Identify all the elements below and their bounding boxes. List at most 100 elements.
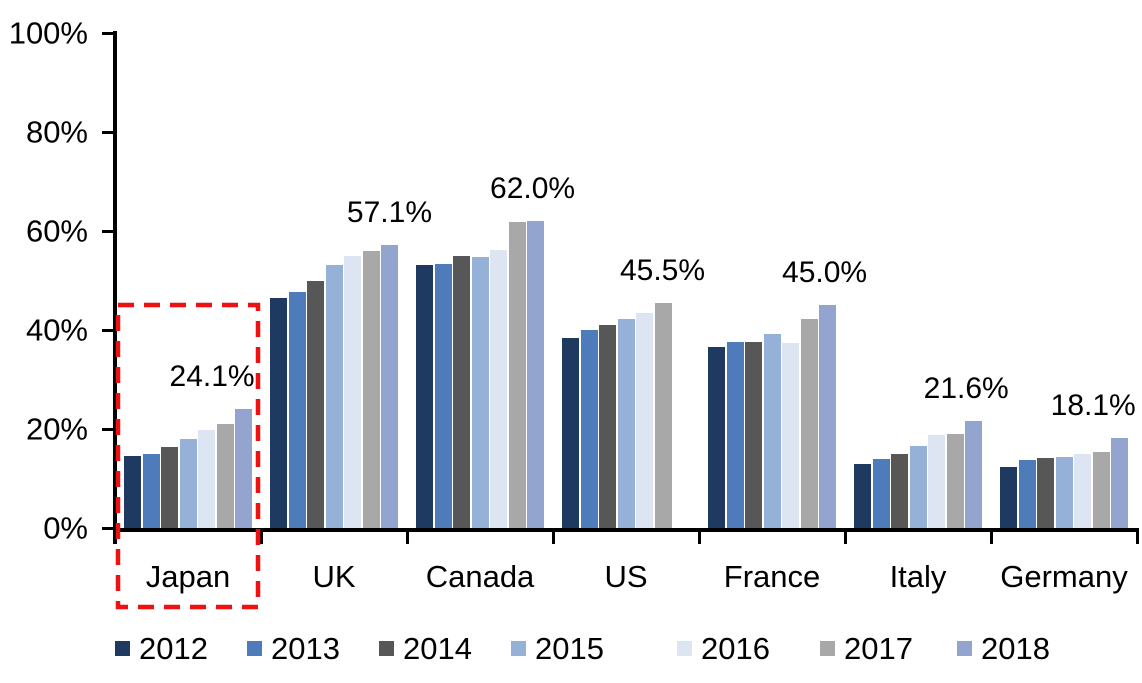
legend-swatch-2017 [820,641,835,656]
bar-canada-2017 [508,222,526,528]
y-tick-label: 20% [25,411,88,447]
value-label-italy: 21.6% [923,372,1009,406]
bar-italy-2015 [909,445,927,528]
x-tick-mark [113,530,117,544]
bar-germany-2014 [1037,458,1054,528]
bar-italy-2012 [854,463,871,528]
bar-uk-2017 [362,250,380,528]
bar-japan-2016 [198,429,215,528]
y-tick-mark [102,130,115,134]
legend-item-2018: 2018 [957,633,1050,664]
bar-italy-2014 [891,453,908,528]
x-tick-mark [843,530,847,544]
legend-label-2012: 2012 [139,631,208,666]
legend-swatch-2016 [677,641,692,656]
y-tick-mark [102,328,115,332]
legend-swatch-2012 [115,641,130,656]
category-label-germany: Germany [1000,559,1128,594]
legend-item-2015: 2015 [511,633,604,664]
bar-uk-2016 [344,256,361,528]
y-tick-label: 100% [8,15,88,51]
y-tick-label: 0% [43,510,88,546]
value-label-uk: 57.1% [346,196,433,230]
value-label-japan: 24.1% [169,359,255,393]
y-tick-mark [102,229,115,233]
category-label-france: France [723,559,821,594]
bar-us-2016 [636,312,653,528]
bar-italy-2016 [928,435,945,528]
legend-swatch-2015 [511,641,526,656]
category-label-japan: Japan [145,559,231,594]
bar-canada-2016 [490,250,507,528]
bar-france-2015 [763,333,781,528]
bar-germany-2015 [1055,456,1073,528]
legend-swatch-2013 [247,641,262,656]
bar-germany-2017 [1092,451,1110,528]
bar-germany-2018 [1111,438,1128,528]
bar-japan-2017 [216,424,234,528]
y-tick-label: 80% [25,114,88,150]
y-axis-line [113,31,117,544]
y-tick-mark [102,526,115,530]
x-tick-mark [989,530,993,544]
bar-uk-2015 [325,265,343,528]
bar-germany-2013 [1018,459,1036,528]
bar-france-2018 [819,305,836,528]
legend-item-2016: 2016 [677,633,770,664]
x-tick-mark [259,530,263,544]
category-label-canada: Canada [425,559,535,594]
legend-label-2013: 2013 [271,631,340,666]
bar-canada-2015 [471,257,489,528]
bar-france-2014 [745,342,762,528]
bar-france-2016 [782,343,799,528]
legend-item-2017: 2017 [820,633,913,664]
bar-germany-2016 [1074,454,1091,528]
bar-canada-2014 [453,256,470,528]
bar-france-2013 [726,341,744,528]
y-tick-label: 40% [25,312,88,348]
bar-uk-2012 [270,297,287,528]
bar-uk-2013 [288,291,306,528]
x-tick-mark [405,530,409,544]
legend-label-2017: 2017 [844,631,913,666]
bar-us-2012 [562,337,579,528]
legend-item-2013: 2013 [247,633,340,664]
value-label-germany: 18.1% [1050,389,1136,423]
bar-us-2017 [654,302,672,528]
bar-uk-2014 [307,280,324,528]
bar-japan-2015 [179,439,197,528]
y-tick-mark [102,31,115,35]
bar-canada-2013 [434,263,452,528]
category-label-italy: Italy [889,559,947,594]
bar-italy-2018 [965,421,982,528]
value-label-canada: 62.0% [490,172,576,206]
bar-italy-2017 [946,434,964,528]
legend-label-2014: 2014 [403,631,472,666]
category-label-uk: UK [312,559,356,594]
legend-item-2014: 2014 [379,633,472,664]
legend-label-2015: 2015 [535,631,604,666]
legend-swatch-2018 [957,641,972,656]
value-label-us: 45.5% [619,253,706,287]
bar-germany-2012 [1000,466,1017,528]
bar-france-2012 [708,347,725,528]
legend-label-2018: 2018 [981,631,1050,666]
bar-japan-2018 [235,408,252,528]
legend-label-2016: 2016 [701,631,770,666]
x-axis-line [113,528,1139,532]
x-tick-mark [1135,530,1139,544]
bar-france-2017 [800,318,818,528]
bar-us-2014 [599,325,616,528]
bar-canada-2012 [416,265,433,528]
bar-uk-2018 [381,245,398,528]
bar-us-2015 [617,319,635,528]
legend-swatch-2014 [379,641,394,656]
bar-italy-2013 [872,459,890,528]
category-label-us: US [604,559,648,594]
y-tick-mark [102,427,115,431]
bar-japan-2014 [161,446,178,528]
legend-item-2012: 2012 [115,633,208,664]
value-label-france: 45.0% [782,256,868,290]
bar-japan-2012 [124,455,141,528]
